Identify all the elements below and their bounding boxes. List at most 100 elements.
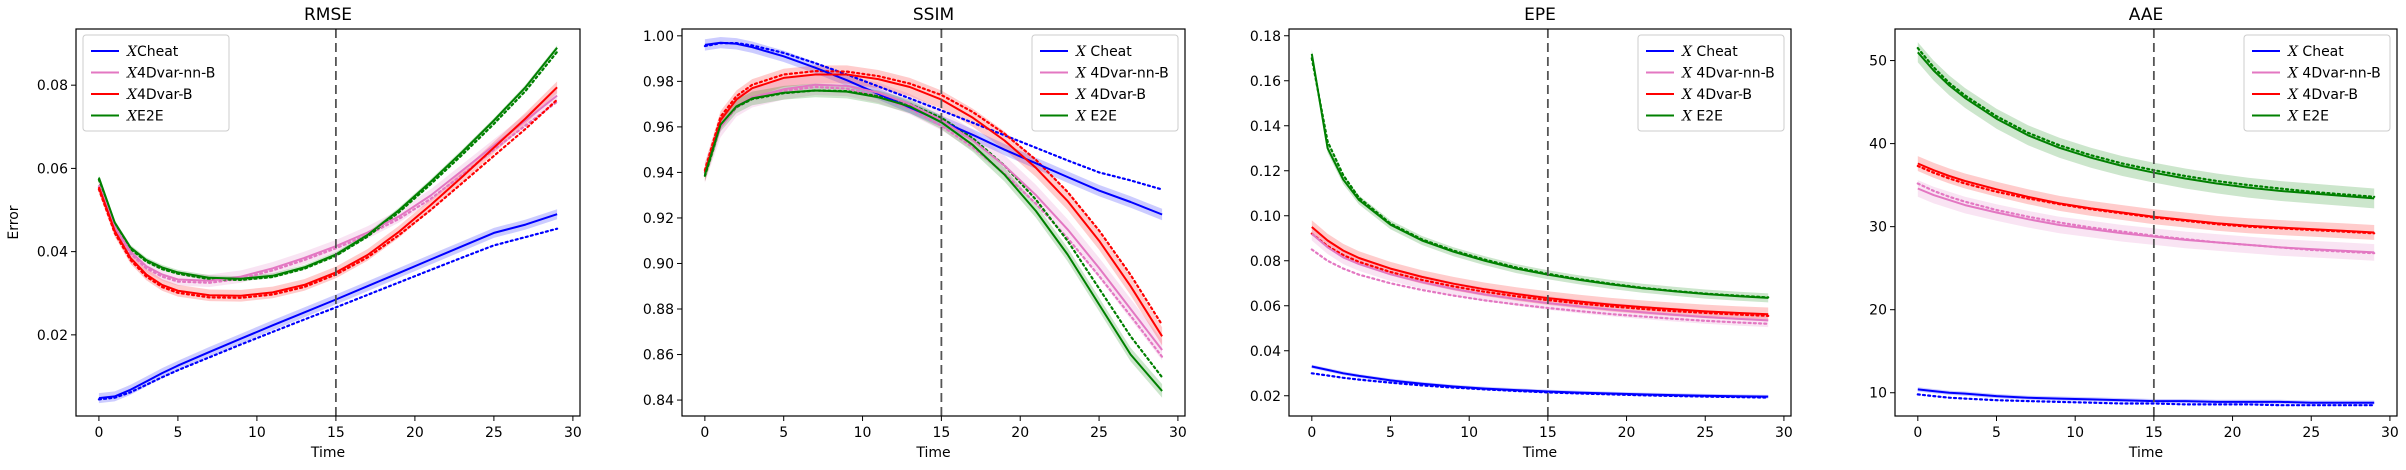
x-tick-label: 20 bbox=[406, 425, 424, 441]
chart-panel: 0 5 10 15 20 25 30 0.02 0.04 0.06 0.08 RMSE Time Erro… bbox=[6, 5, 582, 461]
y-tick-label: 0.16 bbox=[1250, 74, 1281, 90]
legend-entry-label: X Cheat bbox=[1075, 44, 1132, 60]
series-dotted-line bbox=[1916, 46, 2376, 198]
legend-entry-label: X 4Dvar-nn-B bbox=[2287, 66, 2381, 82]
y-tick-label: 0.08 bbox=[37, 78, 68, 94]
series-band bbox=[1917, 180, 2375, 261]
x-tick-label: 30 bbox=[1169, 425, 1187, 441]
legend-entry-label: X4Dvar-nn-B bbox=[126, 66, 215, 82]
x-tick-label: 25 bbox=[1696, 425, 1714, 441]
x-tick-label: 15 bbox=[1539, 425, 1557, 441]
x-tick-label: 0 bbox=[700, 425, 709, 441]
series-dotted-line bbox=[1310, 248, 1770, 325]
series-dotted-line bbox=[97, 100, 559, 284]
y-tick-label: 0.92 bbox=[643, 211, 674, 227]
y-tick-label: 1.00 bbox=[643, 29, 674, 45]
series-band bbox=[1917, 387, 2375, 405]
y-tick-label: 0.04 bbox=[1250, 344, 1281, 360]
legend-entry-label: X E2E bbox=[1075, 109, 1117, 125]
x-tick-label: 0 bbox=[94, 425, 103, 441]
x-tick-label: 5 bbox=[1992, 425, 2001, 441]
y-tick-label: 0.08 bbox=[1250, 254, 1281, 270]
y-tick-label: 20 bbox=[1869, 303, 1887, 319]
series-dotted-line bbox=[703, 69, 1164, 326]
x-axis-label: Time bbox=[2128, 445, 2163, 461]
chart-title: AAE bbox=[2129, 5, 2163, 25]
series-band bbox=[1311, 49, 1769, 303]
series-band bbox=[704, 37, 1163, 221]
legend: XCheat X4Dvar-nn-B X4Dvar-B XE2E bbox=[82, 34, 230, 132]
legend-entry-label: XCheat bbox=[126, 44, 179, 60]
plot-area bbox=[1310, 29, 1770, 416]
y-tick-label: 0.14 bbox=[1250, 119, 1281, 135]
y-tick-label: 0.18 bbox=[1250, 29, 1281, 45]
x-tick-label: 10 bbox=[854, 425, 872, 441]
legend-entry-label: X E2E bbox=[1681, 109, 1723, 125]
legend-box bbox=[2243, 34, 2391, 132]
x-tick-label: 20 bbox=[1011, 425, 1029, 441]
legend-entry-label: X Cheat bbox=[1681, 44, 1738, 60]
series-line bbox=[97, 47, 558, 280]
series-line bbox=[1311, 232, 1769, 322]
series-line bbox=[1917, 162, 2375, 234]
axes-frame bbox=[1894, 28, 2398, 417]
x-tick-label: 30 bbox=[2381, 425, 2399, 441]
series-dotted-line bbox=[703, 41, 1164, 191]
y-tick-label: 30 bbox=[1869, 220, 1887, 236]
plot-area bbox=[1916, 29, 2376, 416]
x-tick-label: 0 bbox=[1913, 425, 1922, 441]
y-tick-label: 0.98 bbox=[643, 74, 674, 90]
chart-panel: 0 5 10 15 20 25 30 0.84 0.86 0.88 0.90 0.92 0.94 0.96… bbox=[643, 5, 1187, 461]
x-axis-label: Time bbox=[1522, 445, 1557, 461]
x-tick-label: 15 bbox=[932, 425, 950, 441]
x-tick-label: 25 bbox=[1090, 425, 1108, 441]
x-tick-label: 25 bbox=[485, 425, 503, 441]
y-tick-label: 0.88 bbox=[643, 302, 674, 318]
legend: X Cheat X 4Dvar-nn-B X 4Dvar-B X E2E bbox=[1031, 34, 1179, 132]
x-tick-label: 20 bbox=[1618, 425, 1636, 441]
legend-entry-label: X Cheat bbox=[2287, 44, 2344, 60]
series-band bbox=[98, 209, 558, 404]
series-line bbox=[1917, 187, 2375, 254]
x-axis-label: Time bbox=[915, 445, 950, 461]
x-tick-label: 30 bbox=[1775, 425, 1793, 441]
series-line bbox=[98, 213, 558, 400]
series-line bbox=[703, 73, 1163, 337]
plot-area bbox=[97, 29, 559, 416]
y-tick-label: 0.06 bbox=[1250, 299, 1281, 315]
legend-entry-label: X 4Dvar-B bbox=[2287, 87, 2358, 103]
legend-entry-label: X 4Dvar-B bbox=[1075, 87, 1146, 103]
legend-entry-label: XE2E bbox=[126, 109, 164, 125]
series-dotted-line bbox=[97, 227, 559, 401]
y-tick-label: 0.06 bbox=[37, 161, 68, 177]
series-dotted-line bbox=[1310, 232, 1770, 317]
series-dotted-line bbox=[1916, 393, 2376, 407]
x-tick-label: 25 bbox=[2302, 425, 2320, 441]
x-tick-label: 20 bbox=[2224, 425, 2242, 441]
y-tick-label: 40 bbox=[1869, 137, 1887, 153]
chart-panel: 0 5 10 15 20 25 30 0.02 0.04 0.06 0.08 0.10 0.12 0.14… bbox=[1250, 5, 1793, 461]
legend-box bbox=[82, 34, 230, 132]
series-line bbox=[1917, 388, 2375, 404]
series-band bbox=[704, 74, 1163, 361]
x-tick-label: 10 bbox=[1460, 425, 1478, 441]
x-tick-label: 10 bbox=[248, 425, 266, 441]
x-tick-label: 10 bbox=[2066, 425, 2084, 441]
series-line bbox=[97, 86, 558, 297]
x-tick-label: 15 bbox=[2145, 425, 2163, 441]
legend: X Cheat X 4Dvar-nn-B X 4Dvar-B X E2E bbox=[1637, 34, 1785, 132]
legend-entry-label: X 4Dvar-nn-B bbox=[1075, 66, 1169, 82]
chart-title: RMSE bbox=[304, 5, 352, 25]
legend-box bbox=[1637, 34, 1785, 132]
x-tick-label: 5 bbox=[173, 425, 182, 441]
legend: X Cheat X 4Dvar-nn-B X 4Dvar-B X E2E bbox=[2243, 34, 2391, 132]
y-tick-label: 0.12 bbox=[1250, 164, 1281, 180]
series-band bbox=[1311, 220, 1769, 322]
legend-box bbox=[1031, 34, 1179, 132]
series-line bbox=[703, 89, 1163, 392]
plot-area bbox=[703, 29, 1164, 416]
y-tick-label: 0.02 bbox=[1250, 389, 1281, 405]
y-tick-label: 0.84 bbox=[643, 393, 674, 409]
chart-panel: 0 5 10 15 20 25 30 10 20 30 40 50 AAE Time X Cheat X 4D… bbox=[1869, 5, 2399, 461]
